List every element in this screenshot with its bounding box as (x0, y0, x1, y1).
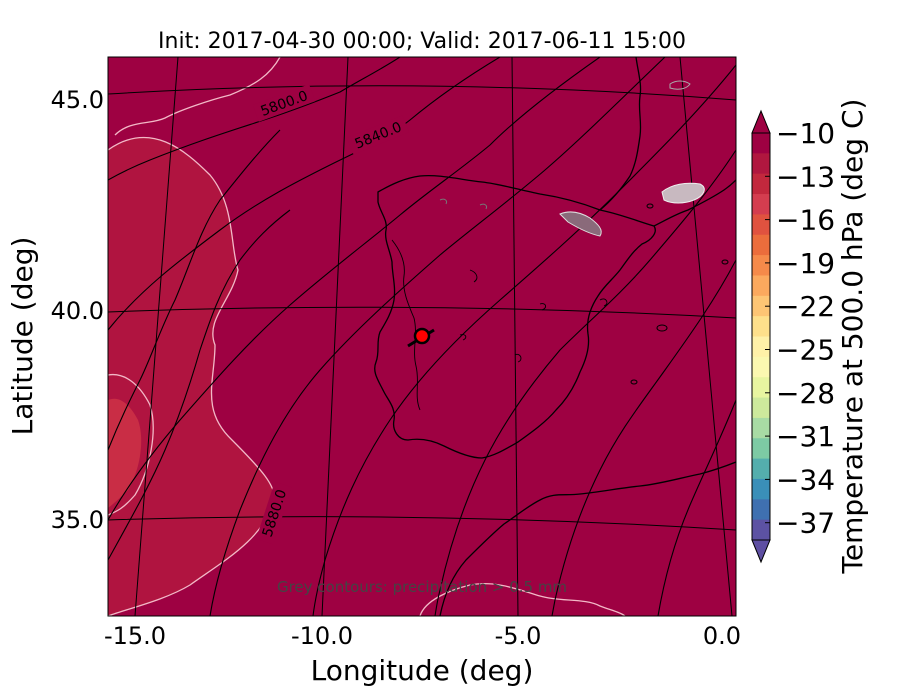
colorbar-segment (752, 255, 770, 276)
colorbar-tick-label: −13 (776, 160, 835, 193)
figure-title: Init: 2017-04-30 00:00; Valid: 2017-06-1… (158, 29, 686, 54)
precipitation-note: Grey contours: precipitation > 0.5 mm (277, 578, 567, 596)
y-axis-label: Latitude (deg) (6, 237, 39, 436)
colorbar-tick-label: −31 (776, 420, 835, 453)
colorbar-segment (752, 397, 770, 419)
colorbar-tick-label: −28 (776, 377, 835, 410)
colorbar-extend-bottom (751, 539, 771, 564)
warm-temperature-core (108, 398, 142, 508)
colorbar-ticks: −10 −13 −16 −19 −22 −25 −28 −31 −34 −37 (765, 117, 835, 540)
colorbar-segment (752, 458, 770, 480)
colorbar-segment (752, 499, 770, 521)
warm-core-outline (108, 373, 154, 516)
lat-tick-label: 40.0 (51, 297, 104, 325)
x-axis-label: Longitude (deg) (311, 654, 534, 687)
height-contours (108, 57, 736, 616)
colorbar-tick-label: −19 (776, 247, 835, 280)
colorbar-label: Temperature at 500.0 hPa (deg C) (836, 99, 869, 575)
y-tick-labels: 45.0 40.0 35.0 (51, 86, 104, 534)
map-frame (107, 56, 737, 617)
colorbar (751, 109, 771, 564)
colorbar-segment (752, 417, 770, 439)
lat-tick-label: 45.0 (51, 86, 104, 114)
colorbar-tick-label: −22 (776, 290, 835, 323)
colorbar-segment (752, 316, 770, 337)
colorbar-segment (752, 275, 770, 297)
balearic-islands (630, 203, 729, 385)
colorbar-segment (752, 356, 770, 378)
france-coastline (653, 179, 736, 227)
africa-coastline (439, 461, 736, 616)
colorbar-tick-label: −34 (776, 463, 835, 496)
colorbar-segment (752, 478, 770, 500)
colorbar-segment (752, 438, 770, 460)
colorbar-segment (752, 295, 770, 317)
colorbar-tick-label: −25 (776, 334, 835, 367)
lon-tick-label: -15.0 (104, 622, 166, 650)
lon-tick-label: -5.0 (495, 622, 542, 650)
colorbar-segment (752, 377, 770, 399)
lat-tick-label: 35.0 (51, 506, 104, 534)
iberia-coastline (374, 174, 656, 459)
warm-zone-outline-north (114, 57, 281, 136)
colorbar-segment (752, 336, 770, 358)
warm-zone-outline-south (419, 583, 626, 616)
colorbar-frame (751, 132, 771, 541)
colorbar-segment (752, 234, 770, 256)
colorbar-tick-label: −10 (776, 117, 835, 150)
colorbar-segment (752, 153, 770, 175)
parallels (108, 85, 736, 531)
colorbar-tick-label: −16 (776, 204, 835, 237)
colorbar-segment (752, 194, 770, 215)
colorbar-extend-top (751, 109, 771, 134)
lon-tick-label: -10.0 (291, 622, 353, 650)
meridians (134, 57, 733, 616)
colorbar-segment (752, 519, 770, 541)
colorbar-tick-label: −37 (776, 507, 835, 540)
border-lines (391, 239, 608, 411)
biscay-coastline (599, 57, 642, 211)
lon-tick-label: 0.0 (703, 622, 741, 650)
map-panel: 5800.0 5840.0 5880.0 Grey contours: prec… (108, 57, 736, 616)
precipitation-contours (439, 80, 705, 237)
site-marker (407, 327, 435, 348)
colorbar-segment (752, 173, 770, 195)
x-tick-labels: -15.0 -10.0 -5.0 0.0 (104, 622, 741, 650)
warm-zone-outline (108, 136, 276, 616)
colorbar-segment (752, 214, 770, 236)
colorbar-segment (752, 133, 770, 154)
